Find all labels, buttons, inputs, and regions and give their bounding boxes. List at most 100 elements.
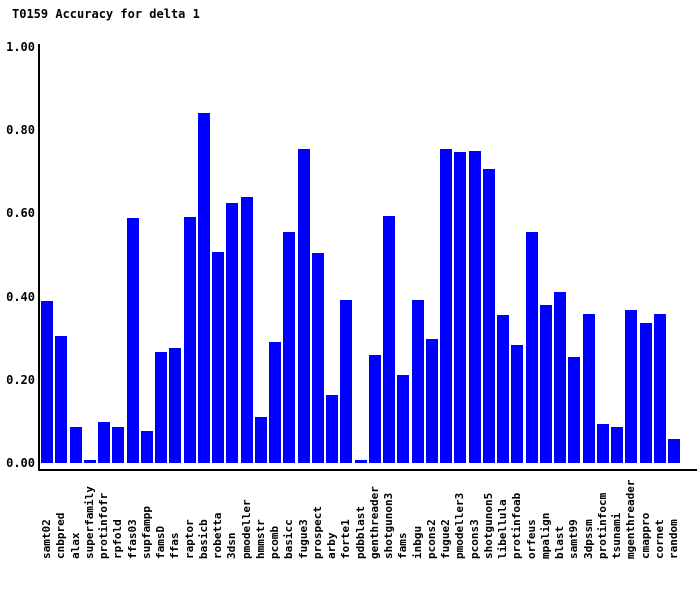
x-tick-label: samt02 [40,519,53,559]
bar [469,151,481,463]
x-tick-label: raptor [183,519,196,559]
bar [355,460,367,463]
bar [483,169,495,463]
x-tick-label: prospect [311,506,324,559]
y-tick-label: 1.00 [6,40,35,54]
x-tick-label: pdbblast [354,506,367,559]
bar [611,427,623,463]
bar [340,300,352,463]
bar [526,232,538,463]
x-tick-label: ffas03 [126,519,139,559]
y-tick-label: 0.00 [6,456,35,470]
x-tick-label: libellula [496,499,509,559]
x-tick-label: fugue3 [297,519,310,559]
bar [383,216,395,463]
x-tick-label: fams [396,532,409,560]
x-tick-label: samt99 [567,519,580,559]
x-tick-label: basicb [197,519,210,559]
bar [440,149,452,463]
bar [583,314,595,463]
x-tick-label: forte1 [339,519,352,559]
y-tick-label: 0.80 [6,123,35,138]
x-tick-label: famsD [154,525,167,559]
x-tick-label: 3dsn [225,532,238,560]
x-tick-label: shotgunon5 [482,492,495,559]
x-tick-label: protinfocm [596,492,609,559]
bar [597,424,609,463]
bar [70,427,82,463]
bar [540,305,552,463]
x-axis-line [38,469,697,471]
x-tick-label: alax [69,532,82,560]
x-tick-label: cmappro [639,512,652,559]
bar [98,422,110,463]
x-tick-label: mgenthreader [624,479,637,559]
bar [625,310,637,463]
bar [155,352,167,463]
x-tick-label: fugue2 [439,519,452,559]
bar [283,232,295,463]
bar [312,253,324,463]
x-tick-label: blast [553,525,566,559]
y-axis-line [38,44,40,471]
bar [369,355,381,463]
bar [112,427,124,463]
bar [226,203,238,463]
x-tick-label: genthreader [368,486,381,559]
bar [640,323,652,463]
bar [269,342,281,463]
bar [212,252,224,463]
bar [298,149,310,463]
bar [55,336,67,463]
x-tick-label: orfeus [525,519,538,559]
x-tick-label: cornet [653,519,666,559]
x-tick-label: hmmstr [254,519,267,559]
x-tick-label: pcons3 [468,519,481,559]
chart-title: T0159 Accuracy for delta 1 [12,7,200,21]
x-tick-label: inbgu [411,525,424,559]
x-tick-label: pmodeller3 [453,492,466,559]
bar [184,217,196,463]
x-tick-label: robetta [211,512,224,559]
bar [412,300,424,463]
x-tick-label: tsunami [610,512,623,559]
y-tick-label: 0.60 [6,206,35,221]
bar [554,292,566,463]
bar [497,315,509,463]
bar [241,197,253,463]
x-tick-label: pcomb [268,525,281,559]
bar [426,339,438,463]
x-tick-label: protinfofr [97,492,110,559]
bar [141,431,153,463]
x-tick-label: cnbpred [54,512,67,559]
x-tick-label: shotgunon3 [382,492,395,559]
x-tick-label: pmodeller [240,499,253,559]
x-tick-label: arby [325,532,338,560]
bar [127,218,139,463]
bar [668,439,680,463]
x-tick-label: superfamily [83,486,96,559]
bar [41,301,53,463]
x-tick-label: protinfoab [510,492,523,559]
bar [568,357,580,463]
bar [84,460,96,463]
bar [511,345,523,463]
bar [454,152,466,463]
x-tick-label: ffas [168,532,181,560]
y-tick-label: 0.20 [6,372,35,387]
x-tick-label: rpfold [111,519,124,559]
x-tick-label: random [667,519,680,559]
x-tick-label: supfampp [140,506,153,559]
x-tick-label: basicc [282,519,295,559]
x-tick-label: pcons2 [425,519,438,559]
x-tick-label: mpalign [539,512,552,559]
bar [654,314,666,463]
bar [397,375,409,463]
y-tick-label: 0.40 [6,289,35,304]
bar [326,395,338,463]
bar [169,348,181,463]
bar [198,113,210,463]
x-tick-label: 3dpssm [582,519,595,559]
bar [255,417,267,463]
